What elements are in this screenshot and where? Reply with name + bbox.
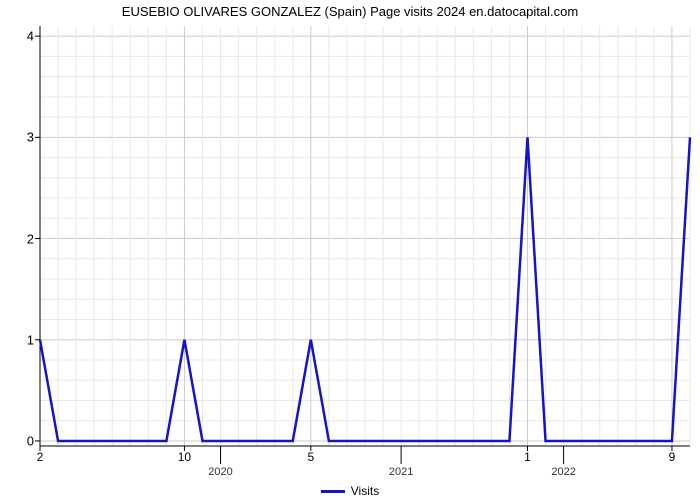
legend-swatch (321, 490, 345, 493)
legend: Visits (0, 484, 700, 498)
x-tick-label: 9 (669, 450, 676, 464)
x-year-label: 2022 (551, 466, 575, 478)
x-year-label: 2021 (389, 466, 413, 478)
legend-label: Visits (351, 484, 379, 498)
x-year-label: 2020 (208, 466, 232, 478)
y-tick-label: 1 (4, 332, 34, 347)
x-tick-label: 5 (307, 450, 314, 464)
chart-svg (0, 0, 700, 500)
x-tick-label: 10 (178, 450, 191, 464)
y-tick-label: 0 (4, 433, 34, 448)
x-tick-label: 2 (37, 450, 44, 464)
y-tick-label: 2 (4, 231, 34, 246)
y-tick-label: 3 (4, 130, 34, 145)
x-tick-label: 1 (524, 450, 531, 464)
y-tick-label: 4 (4, 29, 34, 44)
visits-line-chart: EUSEBIO OLIVARES GONZALEZ (Spain) Page v… (0, 0, 700, 500)
